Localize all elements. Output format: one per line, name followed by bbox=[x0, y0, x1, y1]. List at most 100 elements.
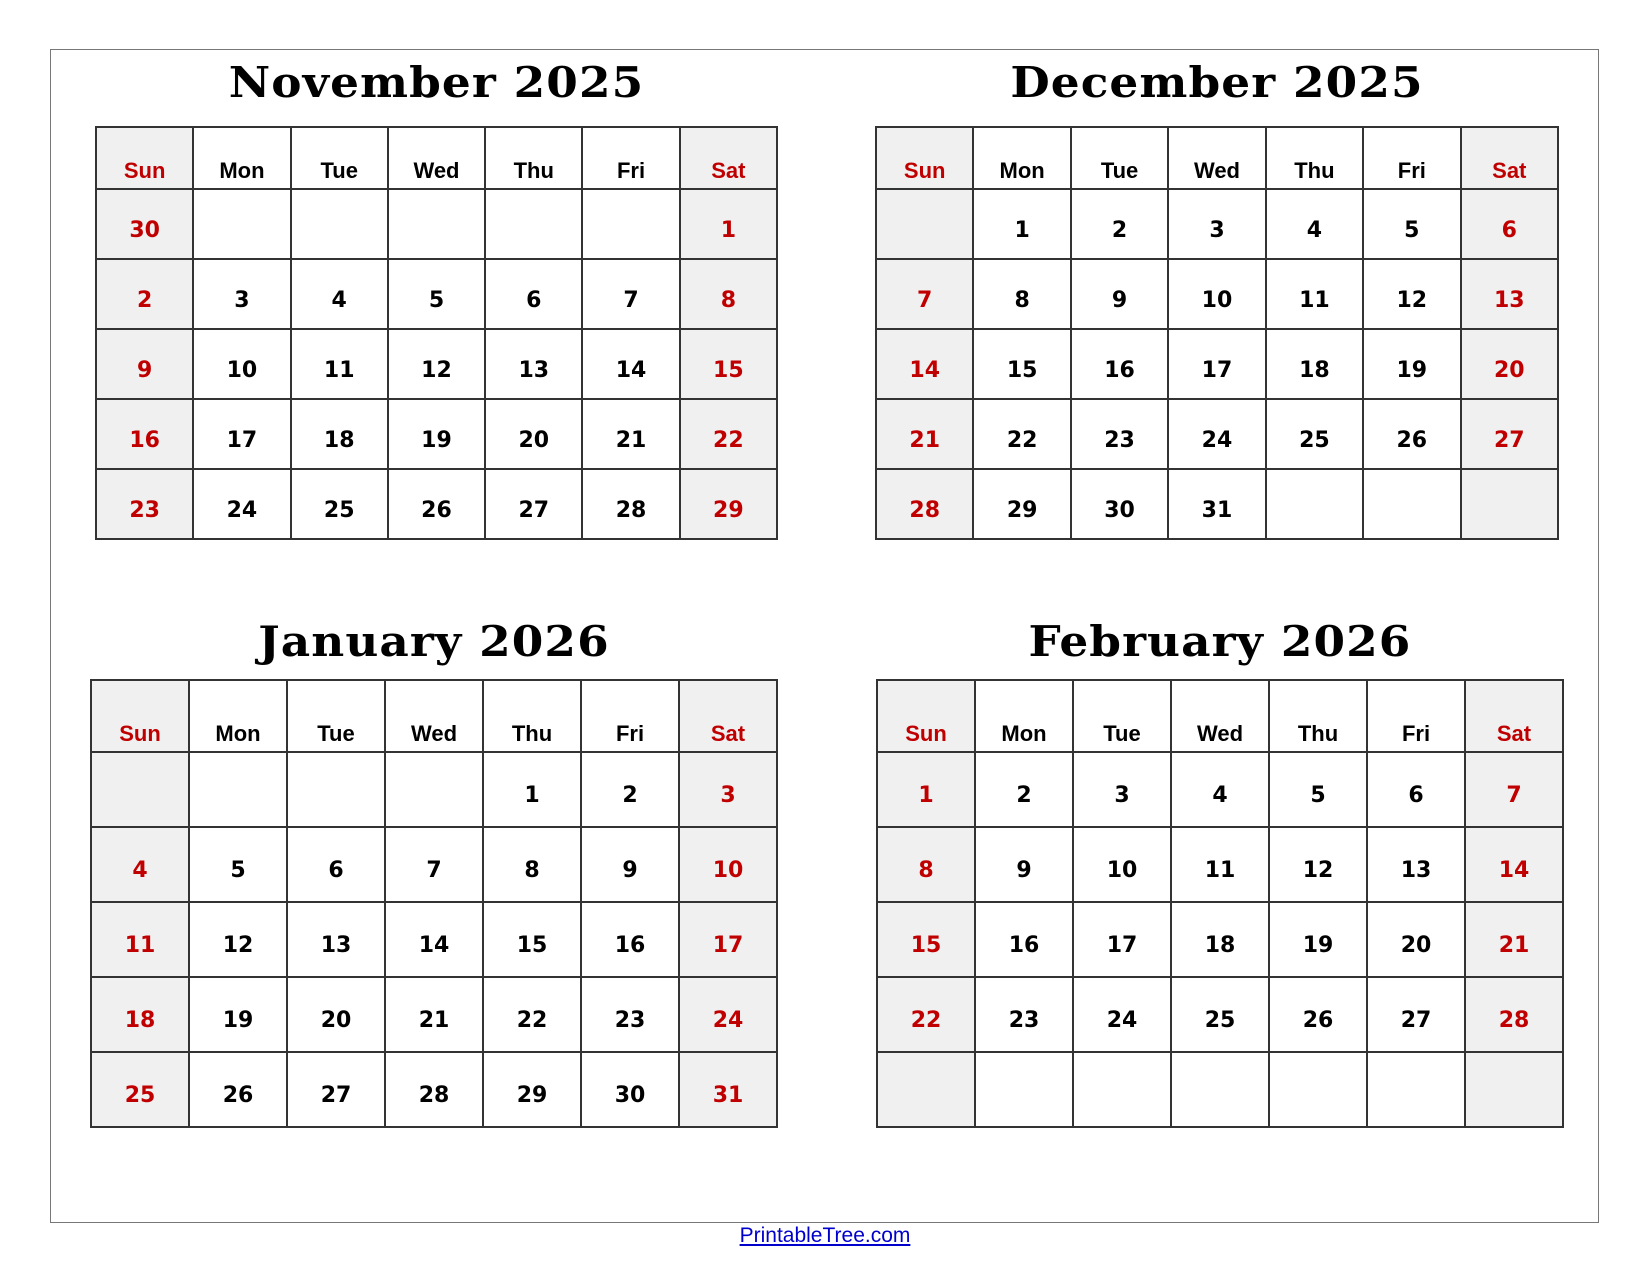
day-cell: 30 bbox=[580, 1051, 680, 1128]
day-cell: 17 bbox=[1072, 901, 1172, 978]
day-cell: 17 bbox=[192, 398, 292, 470]
day-cell: 19 bbox=[1268, 901, 1368, 978]
day-cell: 14 bbox=[581, 328, 681, 400]
day-cell: 29 bbox=[972, 468, 1072, 540]
day-cell: 13 bbox=[286, 901, 386, 978]
weekday-header-mon: Mon bbox=[974, 679, 1074, 753]
empty-day-cell bbox=[386, 188, 487, 260]
weekday-header-thu: Thu bbox=[484, 126, 584, 190]
weekday-header-wed: Wed bbox=[384, 679, 484, 753]
day-cell: 14 bbox=[1464, 826, 1564, 903]
page-frame bbox=[50, 49, 1599, 1223]
calendar-grid: Sun Mon Tue Wed Thu Fri Sat 1 2 3 4 5 6 7 8 9 10 11 12 13 14… bbox=[90, 679, 778, 1128]
week-row: 21 22 23 24 25 26 27 bbox=[874, 398, 1560, 470]
day-cell: 20 bbox=[1366, 901, 1466, 978]
week-row: 14 15 16 17 18 19 20 bbox=[874, 328, 1560, 400]
day-cell: 28 bbox=[384, 1051, 484, 1128]
day-cell: 13 bbox=[484, 328, 584, 400]
day-cell: 10 bbox=[1167, 258, 1267, 330]
weekday-header-tue: Tue bbox=[1072, 679, 1172, 753]
day-cell: 28 bbox=[874, 468, 975, 540]
empty-day-cell bbox=[289, 188, 389, 260]
day-cell: 1 bbox=[972, 188, 1072, 260]
day-cell: 9 bbox=[94, 328, 195, 400]
day-cell: 30 bbox=[94, 188, 195, 260]
day-cell: 21 bbox=[1464, 901, 1564, 978]
weekday-header-mon: Mon bbox=[188, 679, 288, 753]
day-cell: 4 bbox=[289, 258, 389, 330]
day-cell: 12 bbox=[188, 901, 288, 978]
week-row: 16 17 18 19 20 21 22 bbox=[94, 398, 779, 470]
day-cell: 18 bbox=[1170, 901, 1270, 978]
weekday-header-fri: Fri bbox=[1366, 679, 1466, 753]
calendar-grid: Sun Mon Tue Wed Thu Fri Sat 1 2 3 4 5 6 7 8 9 10 11 12 13 14… bbox=[874, 126, 1560, 540]
day-cell: 12 bbox=[386, 328, 487, 400]
day-cell: 4 bbox=[1170, 751, 1270, 828]
weekday-header-wed: Wed bbox=[1167, 126, 1267, 190]
week-row bbox=[876, 1051, 1564, 1128]
day-cell: 17 bbox=[1167, 328, 1267, 400]
day-cell: 31 bbox=[678, 1051, 778, 1128]
day-cell: 3 bbox=[678, 751, 778, 828]
day-cell: 11 bbox=[1264, 258, 1365, 330]
day-cell: 16 bbox=[974, 901, 1074, 978]
empty-day-cell bbox=[876, 1051, 976, 1128]
empty-day-cell bbox=[1464, 1051, 1564, 1128]
empty-day-cell bbox=[974, 1051, 1074, 1128]
empty-day-cell bbox=[1072, 1051, 1172, 1128]
month-title: January 2026 bbox=[258, 617, 610, 666]
day-cell: 13 bbox=[1366, 826, 1466, 903]
weekday-header-sat: Sat bbox=[678, 679, 778, 753]
day-cell: 3 bbox=[1167, 188, 1267, 260]
day-cell: 22 bbox=[876, 976, 976, 1053]
day-cell: 28 bbox=[581, 468, 681, 540]
printabletree-link[interactable]: PrintableTree.com bbox=[739, 1224, 911, 1247]
week-row: 28 29 30 31 bbox=[874, 468, 1560, 540]
day-cell: 2 bbox=[580, 751, 680, 828]
empty-day-cell bbox=[1170, 1051, 1270, 1128]
week-row: 22 23 24 25 26 27 28 bbox=[876, 976, 1564, 1053]
weekday-header-tue: Tue bbox=[286, 679, 386, 753]
week-row: 25 26 27 28 29 30 31 bbox=[90, 1051, 778, 1128]
day-cell: 3 bbox=[1072, 751, 1172, 828]
empty-day-cell bbox=[1268, 1051, 1368, 1128]
day-cell: 23 bbox=[580, 976, 680, 1053]
day-cell: 12 bbox=[1362, 258, 1462, 330]
day-cell: 6 bbox=[286, 826, 386, 903]
day-cell: 18 bbox=[289, 398, 389, 470]
day-cell: 16 bbox=[580, 901, 680, 978]
day-cell: 18 bbox=[1264, 328, 1365, 400]
weekday-header-thu: Thu bbox=[482, 679, 582, 753]
week-row: 9 10 11 12 13 14 15 bbox=[94, 328, 779, 400]
day-cell: 8 bbox=[972, 258, 1072, 330]
day-cell: 21 bbox=[874, 398, 975, 470]
day-cell: 19 bbox=[1362, 328, 1462, 400]
day-cell: 27 bbox=[1366, 976, 1466, 1053]
day-cell: 29 bbox=[482, 1051, 582, 1128]
day-cell: 15 bbox=[972, 328, 1072, 400]
day-cell: 27 bbox=[1459, 398, 1560, 470]
week-row: 4 5 6 7 8 9 10 bbox=[90, 826, 778, 903]
day-cell: 5 bbox=[386, 258, 487, 330]
day-cell: 13 bbox=[1459, 258, 1560, 330]
day-cell: 20 bbox=[484, 398, 584, 470]
day-cell: 30 bbox=[1069, 468, 1170, 540]
day-cell: 26 bbox=[1268, 976, 1368, 1053]
day-cell: 16 bbox=[1069, 328, 1170, 400]
month-title: December 2025 bbox=[1010, 58, 1424, 107]
day-cell: 17 bbox=[678, 901, 778, 978]
day-cell: 7 bbox=[581, 258, 681, 330]
weekday-header-sun: Sun bbox=[876, 679, 976, 753]
month-title: February 2026 bbox=[1028, 617, 1412, 666]
weekday-header-mon: Mon bbox=[192, 126, 292, 190]
day-cell: 26 bbox=[386, 468, 487, 540]
empty-day-cell bbox=[192, 188, 292, 260]
calendar-grid: Sun Mon Tue Wed Thu Fri Sat 1 2 3 4 5 6 7 8 9 10 11 12 13 14… bbox=[876, 679, 1564, 1128]
day-cell: 23 bbox=[94, 468, 195, 540]
weekday-header-thu: Thu bbox=[1264, 126, 1365, 190]
weekday-header-sat: Sat bbox=[1464, 679, 1564, 753]
weekday-header-fri: Fri bbox=[580, 679, 680, 753]
day-cell: 1 bbox=[482, 751, 582, 828]
weekday-header-wed: Wed bbox=[386, 126, 487, 190]
